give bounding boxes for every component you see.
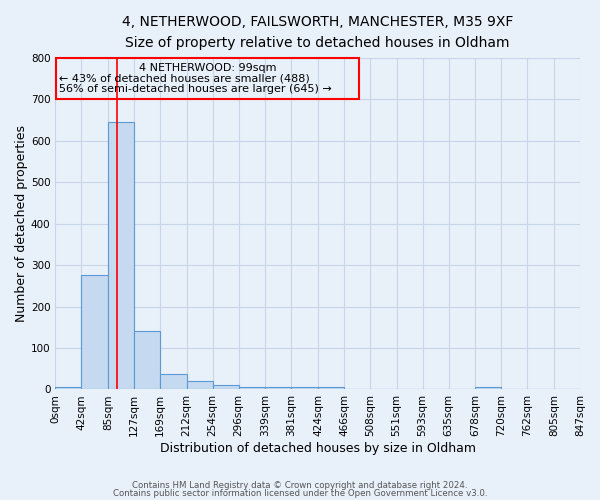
Bar <box>292 388 318 390</box>
Bar <box>239 388 265 390</box>
Bar <box>318 388 344 390</box>
Bar <box>108 122 134 390</box>
Bar <box>475 388 502 390</box>
Title: 4, NETHERWOOD, FAILSWORTH, MANCHESTER, M35 9XF
Size of property relative to deta: 4, NETHERWOOD, FAILSWORTH, MANCHESTER, M… <box>122 15 514 50</box>
Text: 56% of semi-detached houses are larger (645) →: 56% of semi-detached houses are larger (… <box>59 84 332 94</box>
Bar <box>134 332 160 390</box>
Bar <box>81 276 108 390</box>
Bar <box>212 386 239 390</box>
Bar <box>55 388 81 390</box>
Text: Contains HM Land Registry data © Crown copyright and database right 2024.: Contains HM Land Registry data © Crown c… <box>132 481 468 490</box>
Y-axis label: Number of detached properties: Number of detached properties <box>15 125 28 322</box>
Text: 4 NETHERWOOD: 99sqm: 4 NETHERWOOD: 99sqm <box>139 63 276 73</box>
Bar <box>265 388 292 390</box>
Text: ← 43% of detached houses are smaller (488): ← 43% of detached houses are smaller (48… <box>59 74 310 84</box>
X-axis label: Distribution of detached houses by size in Oldham: Distribution of detached houses by size … <box>160 442 476 455</box>
Bar <box>187 381 212 390</box>
Bar <box>160 374 187 390</box>
Text: Contains public sector information licensed under the Open Government Licence v3: Contains public sector information licen… <box>113 488 487 498</box>
Bar <box>56 58 359 99</box>
